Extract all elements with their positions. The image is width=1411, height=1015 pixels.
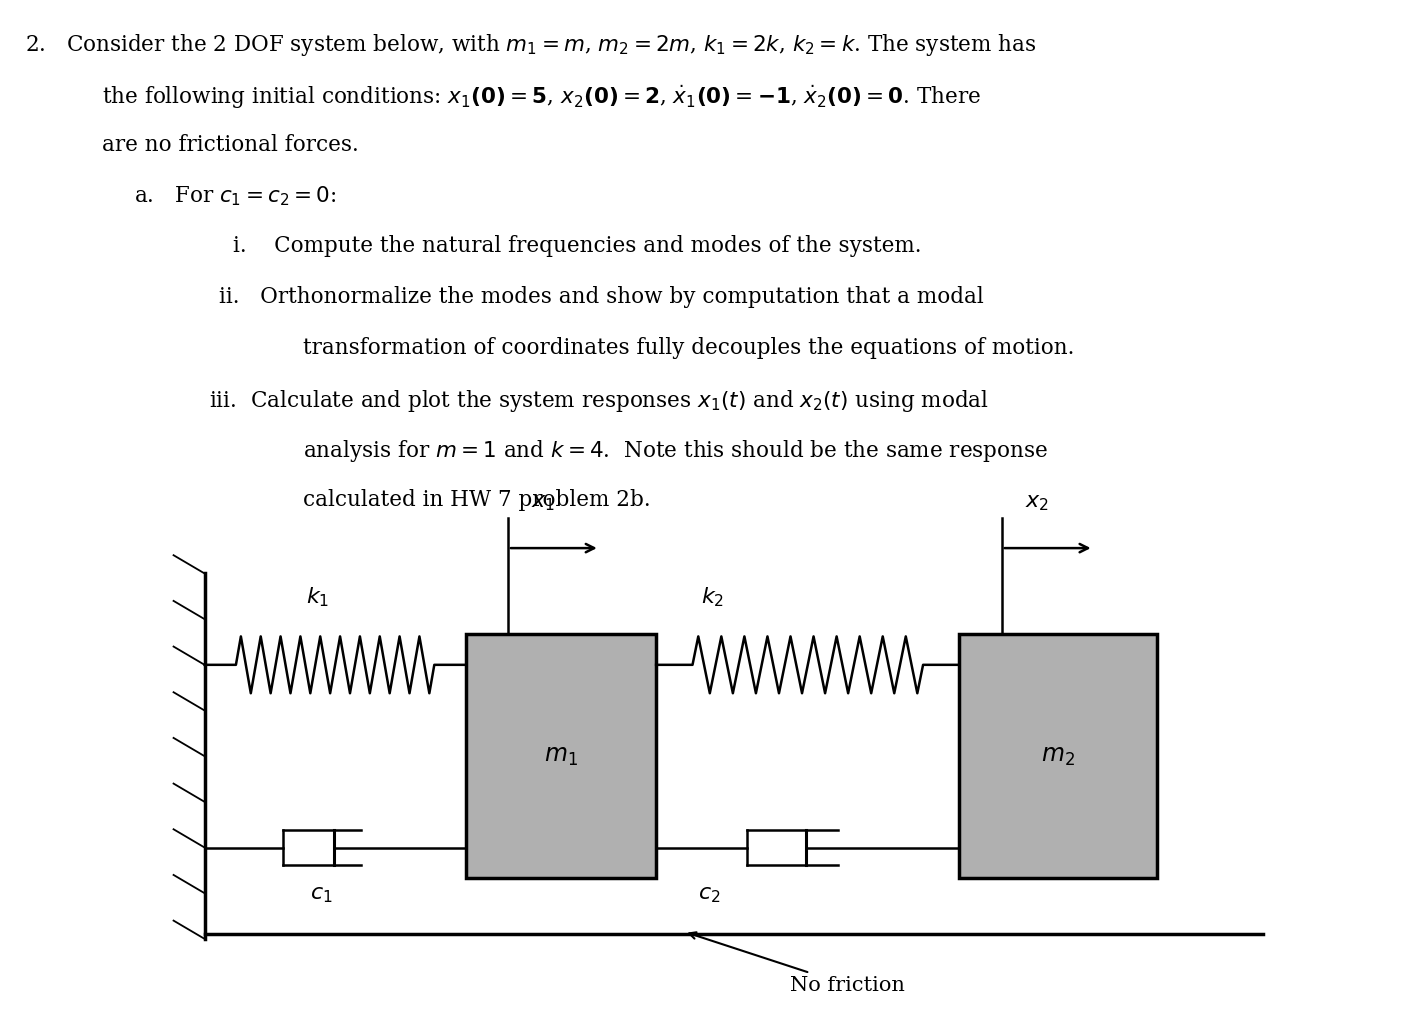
Text: $c_1$: $c_1$ (310, 883, 333, 905)
Text: No friction: No friction (689, 932, 904, 995)
Text: ii.   Orthonormalize the modes and show by computation that a modal: ii. Orthonormalize the modes and show by… (219, 286, 983, 309)
Text: $x_2$: $x_2$ (1024, 490, 1050, 513)
Text: $x_1$: $x_1$ (531, 490, 556, 513)
Text: iii.  Calculate and plot the system responses $x_1(t)$ and $x_2(t)$ using modal: iii. Calculate and plot the system respo… (209, 388, 989, 414)
Text: are no frictional forces.: are no frictional forces. (102, 134, 358, 156)
Bar (466, 634, 656, 878)
Text: $c_2$: $c_2$ (698, 883, 721, 905)
Text: transformation of coordinates fully decouples the equations of motion.: transformation of coordinates fully deco… (303, 337, 1075, 359)
Bar (959, 634, 1157, 878)
Text: a.   For $c_1 = c_2 = 0$:: a. For $c_1 = c_2 = 0$: (134, 185, 337, 208)
Text: $m_1$: $m_1$ (543, 745, 579, 767)
Text: $k_1$: $k_1$ (306, 586, 329, 609)
Text: $m_2$: $m_2$ (1041, 745, 1075, 767)
Text: i.    Compute the natural frequencies and modes of the system.: i. Compute the natural frequencies and m… (233, 235, 921, 258)
Text: 2.   Consider the 2 DOF system below, with $m_1 = m$, $m_2 = 2m$, $k_1 = 2k$, $k: 2. Consider the 2 DOF system below, with… (25, 32, 1037, 59)
Text: analysis for $m = 1$ and $k = 4$.  Note this should be the same response: analysis for $m = 1$ and $k = 4$. Note t… (303, 438, 1048, 465)
Text: calculated in HW 7 problem 2b.: calculated in HW 7 problem 2b. (303, 489, 650, 512)
Text: the following initial conditions: $x_1\mathbf{(0)} = \mathbf{5}$, $x_2\mathbf{(0: the following initial conditions: $x_1\m… (102, 83, 981, 111)
Text: $k_2$: $k_2$ (701, 586, 724, 609)
